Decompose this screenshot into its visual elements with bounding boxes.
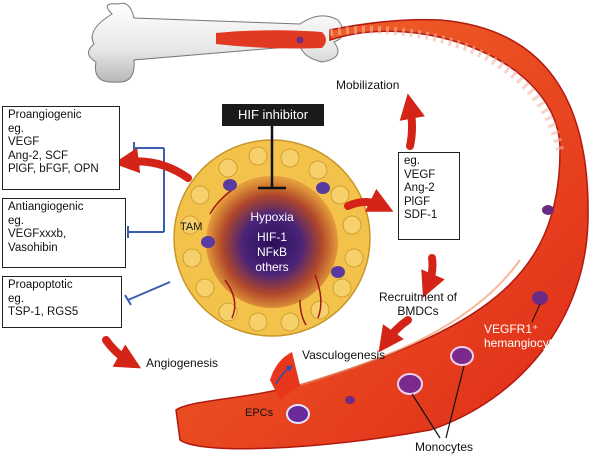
proapoptotic-box: Proapoptotic eg. TSP-1, RGS5 — [2, 276, 122, 328]
mobilization-label: Mobilization — [336, 78, 400, 92]
recruitment-label-line-2: BMDCs — [397, 304, 439, 318]
tumor-mass — [173, 139, 371, 337]
bone — [88, 2, 344, 83]
angiogenesis-label: Angiogenesis — [146, 356, 219, 370]
proangiogenic-line-4: Ang-2, SCF — [8, 149, 69, 162]
factors-line-4: PlGF — [404, 195, 431, 208]
blood-vessel — [175, 18, 589, 450]
red-arrows — [102, 93, 445, 369]
tumor-hif1-label: HIF-1 — [257, 230, 287, 244]
vasculogenesis-label: Vasculogenesis — [302, 348, 386, 362]
proapoptotic-line-1: Proapoptotic — [8, 279, 73, 291]
tumor-nfkb-label: NFκB — [257, 245, 287, 259]
antiangiogenic-line-1: Antiangiogenic — [8, 201, 84, 213]
proapoptotic-line-3: TSP-1, RGS5 — [8, 306, 79, 319]
antiangiogenic-line-4: Vasohibin — [8, 241, 58, 254]
hif-inhibitor-line — [258, 126, 286, 190]
epcs-label: EPCs — [245, 407, 274, 419]
monocytes-label: Monocytes — [415, 440, 474, 454]
antiangiogenic-line-3: VEGFxxxb, — [8, 228, 67, 241]
factors-line-2: VEGF — [404, 168, 436, 181]
factors-line-5: SDF-1 — [404, 209, 438, 222]
proangiogenic-line-2: eg. — [8, 122, 24, 135]
proangiogenic-line-5: PlGF, bFGF, OPN — [8, 163, 99, 176]
factors-box: eg. VEGF Ang-2 PlGF SDF-1 — [398, 152, 460, 240]
tam-label: TAM — [180, 221, 203, 233]
antiangiogenic-box: Antiangiogenic eg. VEGFxxxb, Vasohibin — [2, 198, 126, 268]
factors-line-3: Ang-2 — [404, 182, 435, 195]
factors-line-1: eg. — [404, 155, 420, 167]
proangiogenic-box: Proangiogenic eg. VEGF Ang-2, SCF PlGF, … — [2, 106, 120, 190]
monocyte-pointers — [411, 365, 465, 439]
proapoptotic-line-2: eg. — [8, 292, 24, 305]
tumor-hypoxia-label: Hypoxia — [250, 210, 294, 224]
hif-inhibitor-label: HIF inhibitor — [222, 104, 324, 126]
vegfr1-pointer — [531, 303, 541, 323]
proangiogenic-line-1: Proangiogenic — [8, 109, 82, 121]
antiangiogenic-line-2: eg. — [8, 214, 24, 227]
recruitment-label-line-1: Recruitment of — [378, 290, 458, 304]
vegfr1-label-line-2: hemangiocytes — [484, 336, 565, 350]
vegfr1-label-line-1: VEGFR1⁺ — [484, 322, 539, 336]
proangiogenic-line-3: VEGF — [8, 136, 40, 149]
tumor-others-label: others — [255, 260, 289, 274]
